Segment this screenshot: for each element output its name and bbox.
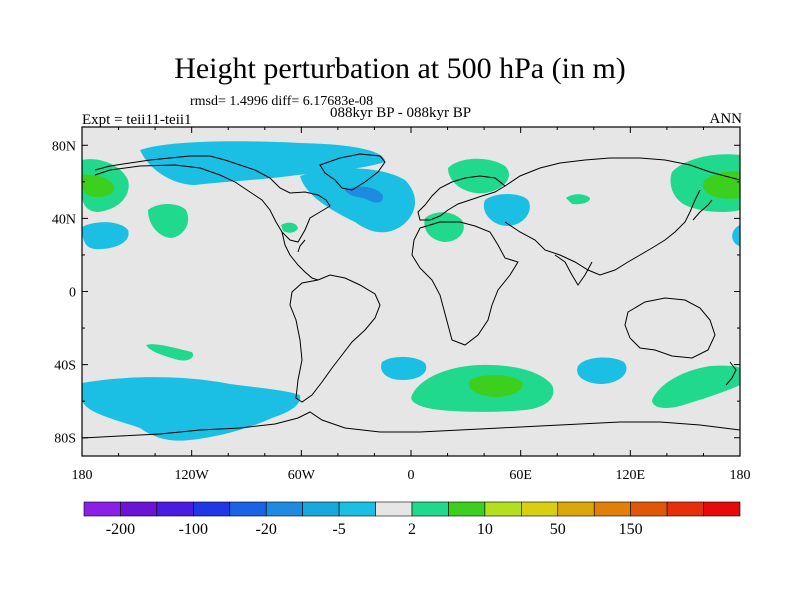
colorbar-swatch — [302, 501, 340, 517]
colorbar-swatch — [630, 501, 668, 517]
colorbar-swatch — [521, 501, 559, 517]
coast-south-america — [289, 274, 381, 403]
y-tick-label: 40N — [52, 212, 76, 227]
colorbar-swatch — [338, 501, 376, 517]
x-axis: 180 120W 60W 0 60E 120E 180 — [72, 127, 751, 483]
anomaly-north-atlantic-core — [345, 186, 384, 203]
perturbation-field — [82, 141, 740, 441]
coast-africa — [411, 221, 519, 346]
colorbar-swatch — [593, 501, 631, 517]
y-tick-label: 40S — [54, 359, 76, 374]
experiment-label: Expt = teii11-teii1 — [82, 112, 192, 128]
colorbar-label: 2 — [408, 521, 416, 538]
anomaly-central-asia — [566, 194, 590, 205]
colorbar-swatch — [703, 501, 741, 517]
anomaly-south-indian — [577, 357, 627, 384]
colorbar-swatch — [193, 501, 231, 517]
plot-title: Height perturbation at 500 hPa (in m) — [174, 52, 626, 85]
colorbar-label: -5 — [332, 521, 345, 538]
anomaly-south-pacific-tropics — [146, 344, 194, 361]
y-axis: 80N 40N 0 40S 80S — [52, 139, 740, 447]
y-tick-label: 80S — [54, 432, 76, 447]
anomaly-east-pacific-edge — [732, 225, 740, 246]
colorbar-swatch — [229, 501, 267, 517]
colorbar-swatch — [411, 501, 449, 517]
coast-new-zealand — [725, 361, 737, 386]
coast-australia — [624, 297, 716, 359]
stats-line: rmsd= 1.4996 diff= 6.17683e-08 — [190, 94, 374, 109]
colorbar-swatch — [265, 501, 303, 517]
colorbar-label: -20 — [256, 521, 277, 538]
coast-india — [554, 254, 593, 286]
colorbar: -200 -100 -20 -5 2 10 50 150 — [83, 501, 741, 538]
anomaly-bering-west-core — [82, 174, 115, 198]
colorbar-swatch — [83, 501, 121, 517]
y-tick-label: 80N — [52, 139, 76, 154]
colorbar-swatch — [666, 501, 704, 517]
x-tick-label: 0 — [408, 468, 415, 483]
colorbar-swatch — [448, 501, 486, 517]
anomaly-east-asia-core — [702, 171, 740, 199]
coast-asia — [504, 157, 740, 276]
x-tick-label: 120E — [616, 468, 646, 483]
period-label: 088kyr BP - 088kyr BP — [330, 105, 472, 121]
colorbar-swatch — [120, 501, 158, 517]
anomaly-north-atlantic — [300, 168, 416, 233]
colorbar-label: 10 — [477, 521, 493, 538]
anomaly-north-pacific-east — [148, 204, 189, 238]
anomaly-north-america-small — [281, 222, 298, 233]
coast-north-america — [94, 155, 331, 243]
x-tick-label: 180 — [730, 468, 751, 483]
coast-japan — [692, 199, 713, 221]
x-tick-label: 180 — [72, 468, 93, 483]
anomaly-south-pacific-west — [652, 365, 740, 408]
colorbar-swatch — [375, 501, 413, 517]
colorbar-label: 150 — [619, 521, 643, 538]
y-tick-label: 0 — [69, 286, 76, 301]
x-tick-label: 60E — [509, 468, 532, 483]
colorbar-label: 50 — [550, 521, 566, 538]
anomaly-southern-ocean-indian-core — [468, 374, 523, 397]
coast-greenland — [319, 153, 386, 191]
anomaly-south-pacific — [82, 377, 301, 441]
coast-europe — [417, 175, 506, 221]
colorbar-swatch — [557, 501, 595, 517]
colorbar-label: -200 — [106, 521, 135, 538]
season-label: ANN — [709, 111, 743, 127]
coast-central-america — [281, 231, 319, 281]
coastlines — [82, 153, 740, 439]
colorbar-label: -100 — [179, 521, 208, 538]
colorbar-swatch — [484, 501, 522, 517]
coast-antarctica — [82, 411, 740, 439]
x-tick-label: 60W — [288, 468, 316, 483]
anomaly-south-atlantic — [381, 356, 427, 380]
anomaly-east-europe — [483, 194, 530, 226]
colorbar-swatch — [156, 501, 194, 517]
anomaly-north-pacific-west — [82, 222, 129, 250]
anomaly-mediterranean — [424, 212, 464, 242]
anomaly-north-pacific-arctic — [140, 141, 385, 185]
x-tick-label: 120W — [175, 468, 210, 483]
